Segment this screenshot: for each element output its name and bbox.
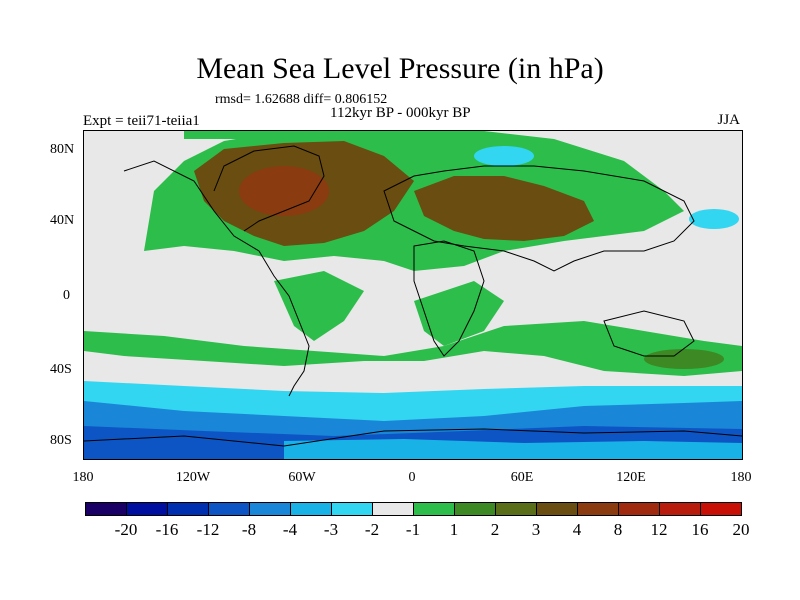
legend-swatch [126, 502, 168, 516]
sh-olive-patch [644, 349, 724, 369]
legend-label: -4 [282, 520, 298, 539]
tropical-green-1 [274, 271, 364, 341]
tropical-green-2 [414, 281, 504, 346]
legend-swatch [85, 502, 127, 516]
legend-swatch [208, 502, 250, 516]
legend-swatch [372, 502, 414, 516]
arctic-strip [184, 131, 484, 139]
legend-label: 8 [613, 520, 623, 539]
legend-label: 1 [449, 520, 459, 539]
legend-label: -8 [241, 520, 257, 539]
legend-swatch [413, 502, 455, 516]
sh-green-band [84, 321, 742, 376]
legend-swatch [331, 502, 373, 516]
season-label: JJA [717, 112, 740, 128]
x-tick-180w: 180 [72, 470, 94, 485]
legend-swatch [495, 502, 537, 516]
legend-label: 16 [691, 520, 709, 539]
map-plot [83, 130, 743, 460]
brown-high-asia [414, 176, 594, 241]
stats-text: rmsd= 1.62688 diff= 0.806152 [215, 92, 388, 107]
period-label: 112kyr BP - 000kyr BP [330, 105, 471, 121]
legend-swatch [618, 502, 660, 516]
cyan-patch-pacific [689, 209, 739, 229]
x-tick-60w: 60W [288, 470, 316, 485]
legend-swatch [659, 502, 701, 516]
legend-label: -20 [114, 520, 138, 539]
legend-swatch [454, 502, 496, 516]
coastlines [84, 145, 742, 447]
legend-swatch [290, 502, 332, 516]
y-tick-80n: 80N [50, 142, 75, 157]
legend-swatch [577, 502, 619, 516]
map-svg [84, 131, 742, 459]
x-tick-120e: 120E [616, 470, 646, 485]
legend-label: 3 [531, 520, 541, 539]
map-title: Mean Sea Level Pressure (in hPa) [196, 52, 604, 85]
cyan-patch-arctic [474, 146, 534, 166]
legend-swatch [167, 502, 209, 516]
legend-swatch [536, 502, 578, 516]
legend-swatch [249, 502, 291, 516]
legend-label: -1 [405, 520, 421, 539]
legend-label: 4 [572, 520, 582, 539]
legend-label: 12 [650, 520, 668, 539]
y-tick-40s: 40S [50, 362, 72, 377]
x-tick-0: 0 [408, 470, 416, 485]
x-tick-60e: 60E [510, 470, 534, 485]
y-tick-40n: 40N [50, 213, 75, 228]
legend-label: 20 [732, 520, 750, 539]
dark-brown-core [239, 166, 329, 216]
experiment-label: Expt = teii71-teiia1 [83, 113, 200, 129]
legend-label: -12 [196, 520, 220, 539]
x-tick-180e: 180 [730, 470, 752, 485]
y-tick-80s: 80S [50, 433, 72, 448]
legend-swatch [700, 502, 742, 516]
legend-label: -3 [323, 520, 339, 539]
legend-label: -2 [364, 520, 380, 539]
legend-label: 2 [490, 520, 500, 539]
antarctic-cyan-strip [284, 439, 742, 459]
y-tick-0: 0 [63, 288, 70, 303]
legend-label: -16 [155, 520, 179, 539]
x-tick-120w: 120W [175, 470, 211, 485]
